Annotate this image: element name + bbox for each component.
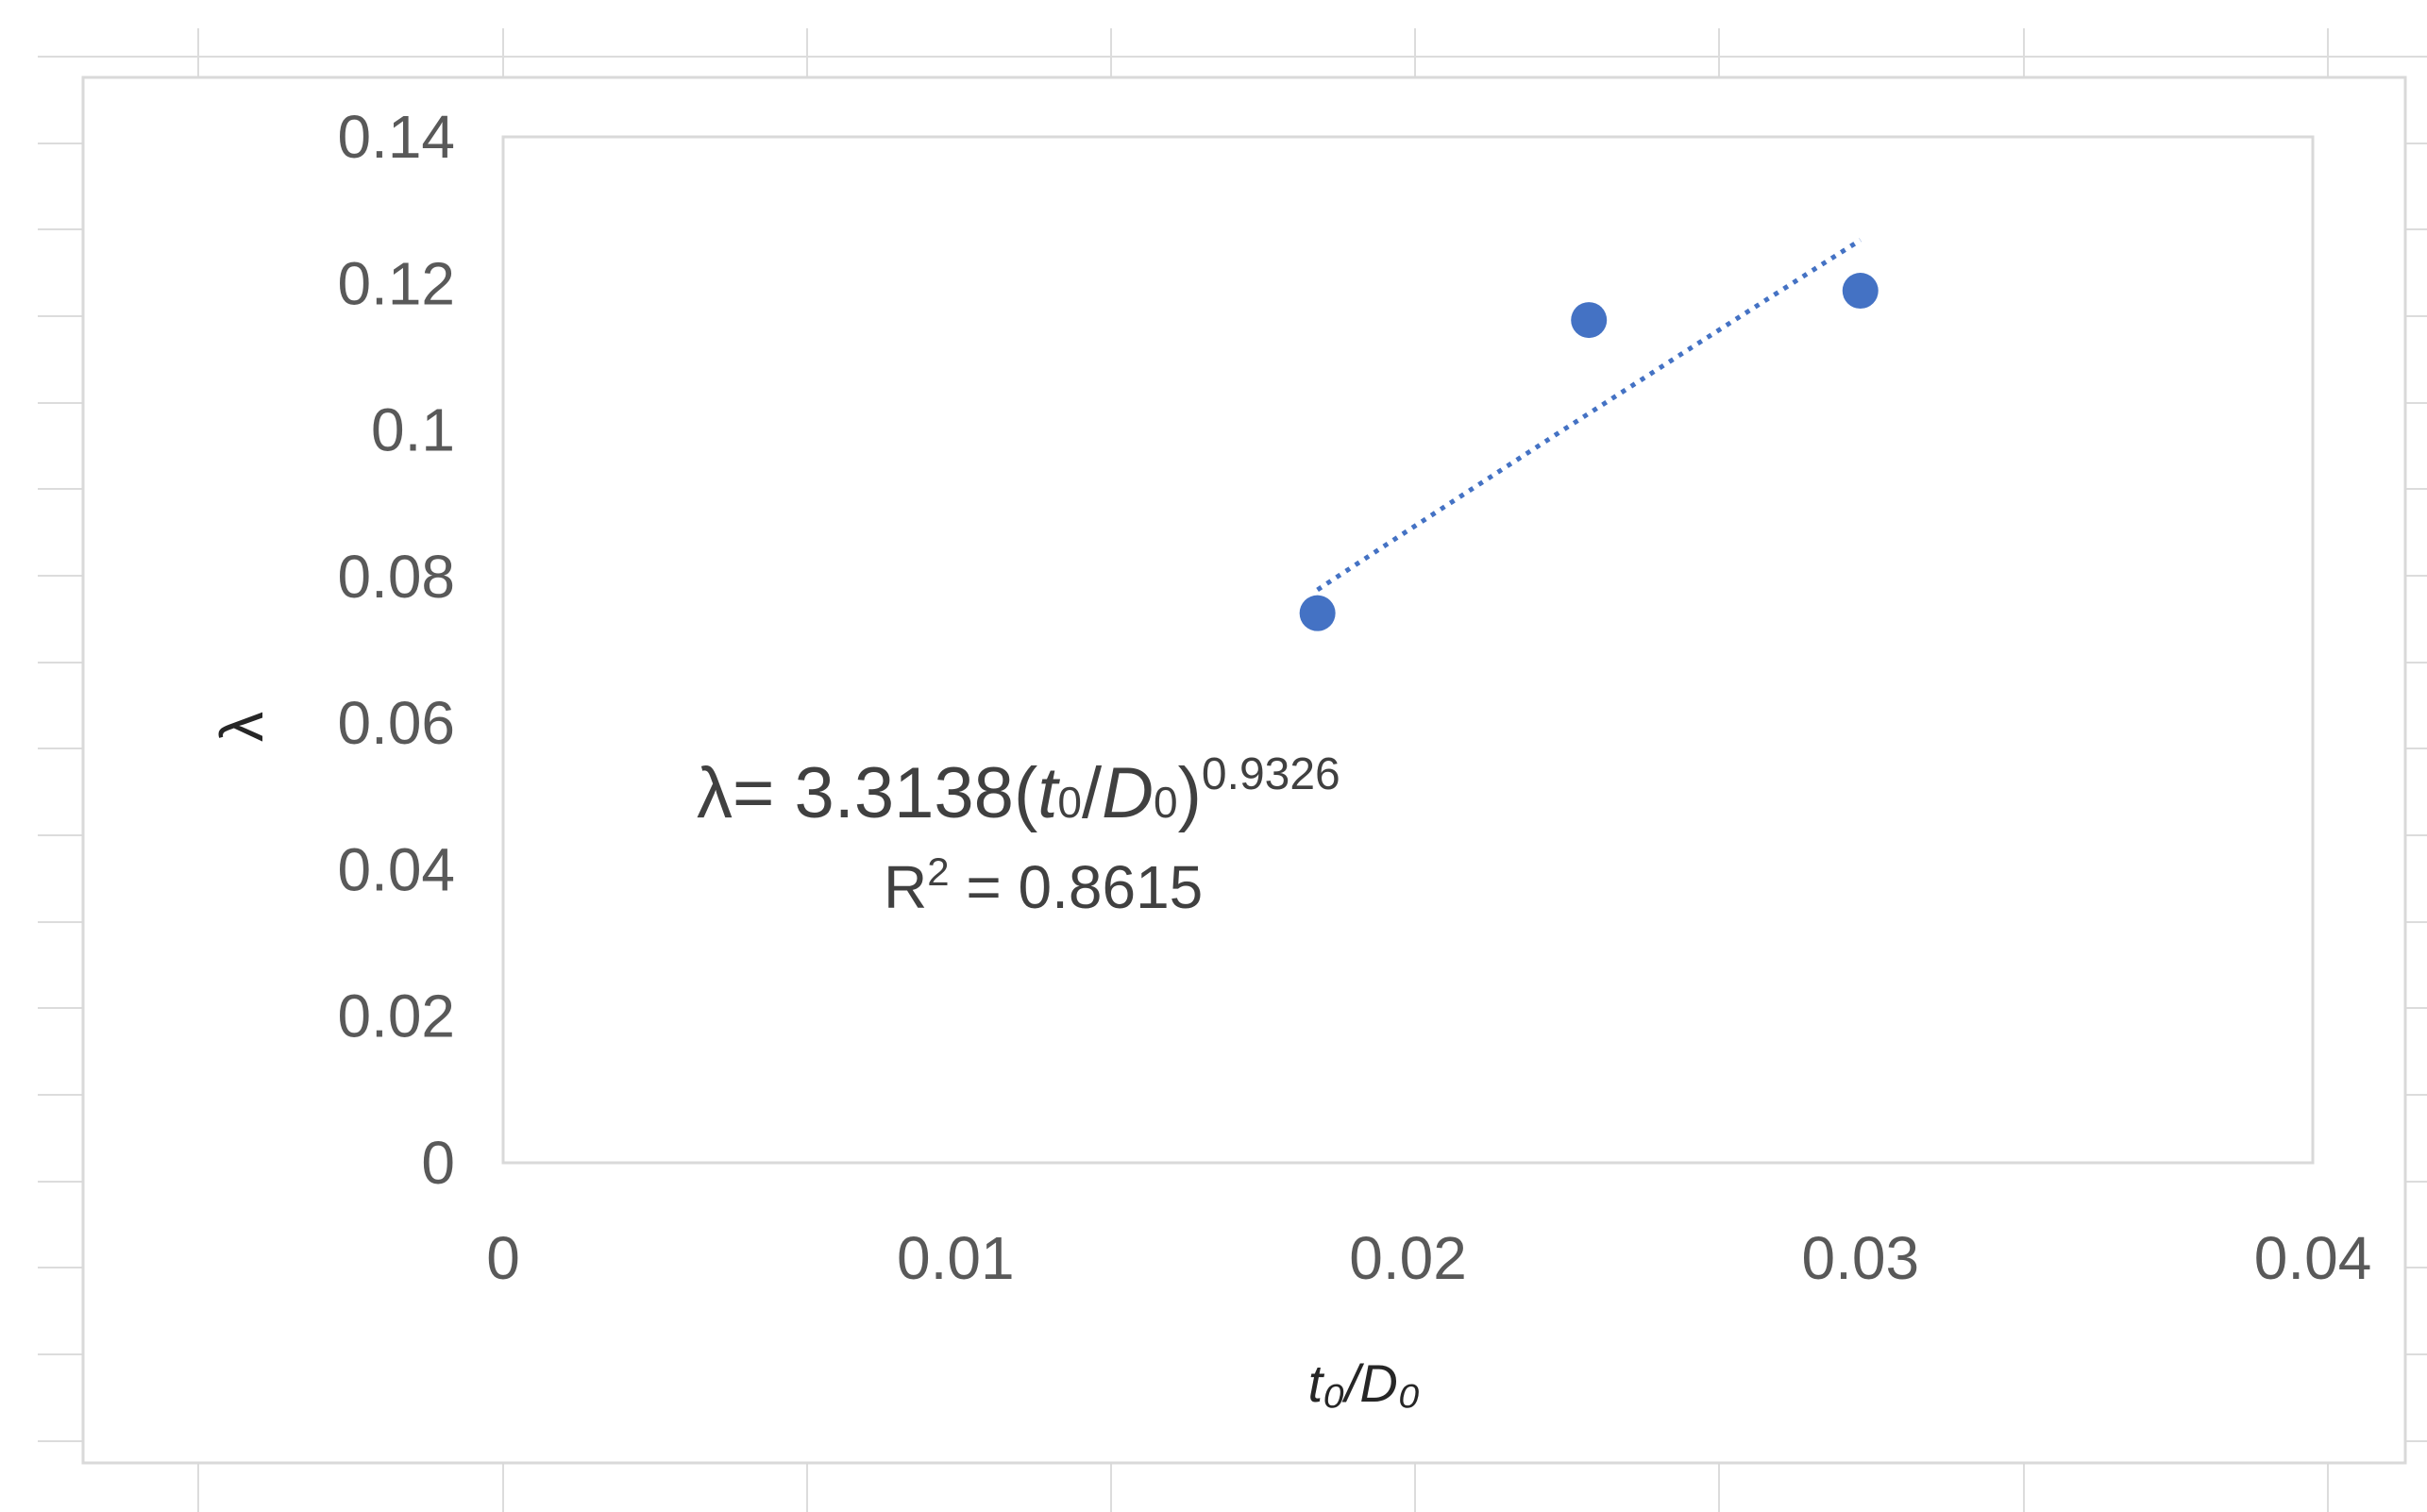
y-tick-label: 0.04: [337, 835, 455, 903]
y-tick-label: 0.14: [337, 103, 455, 171]
y-tick-label: 0.02: [337, 983, 455, 1050]
x-axis-ticks: 0 0.01 0.02 0.03 0.04: [486, 1224, 2371, 1292]
y-tick-label: 0.08: [337, 543, 455, 611]
y-tick-label: 0.06: [337, 689, 455, 757]
data-point: [1842, 273, 1879, 310]
x-tick-label: 0.01: [897, 1224, 1015, 1292]
x-tick-label: 0: [486, 1224, 520, 1292]
data-points-layer: [1299, 273, 1879, 631]
y-axis-title: λ: [208, 712, 276, 742]
data-point: [1299, 595, 1336, 631]
y-tick-label: 0.1: [371, 396, 455, 464]
trendline-equation: λ= 3.3138(t0/D0)0.9326: [697, 749, 1340, 833]
y-tick-label: 0: [421, 1129, 455, 1197]
x-tick-label: 0.04: [2254, 1224, 2372, 1292]
x-tick-label: 0.03: [1801, 1224, 1919, 1292]
x-axis-title: t₀/D₀: [1308, 1353, 1421, 1413]
y-axis-ticks: 0 0.02 0.04 0.06 0.08 0.1 0.12 0.14: [337, 103, 455, 1197]
r-squared-label: R2 = 0.8615: [884, 849, 1203, 921]
plot-area: [501, 135, 2315, 1165]
x-tick-label: 0.02: [1349, 1224, 1467, 1292]
y-tick-label: 0.12: [337, 249, 455, 317]
data-point: [1571, 302, 1608, 339]
